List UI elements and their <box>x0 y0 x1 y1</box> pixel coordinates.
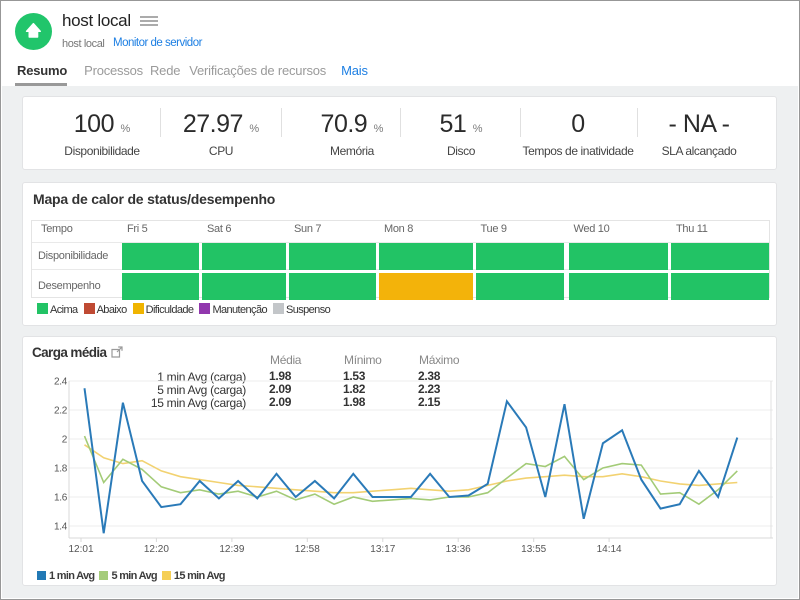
svg-text:2: 2 <box>62 435 68 446</box>
svg-text:1.4: 1.4 <box>54 522 68 533</box>
svg-text:12:01: 12:01 <box>68 544 93 555</box>
svg-text:12:20: 12:20 <box>144 544 169 555</box>
svg-text:14:14: 14:14 <box>597 544 622 555</box>
svg-text:1.8: 1.8 <box>54 464 68 475</box>
svg-text:13:36: 13:36 <box>446 544 471 555</box>
svg-text:2.2: 2.2 <box>54 406 68 417</box>
svg-text:12:58: 12:58 <box>295 544 320 555</box>
svg-text:2.4: 2.4 <box>54 377 68 388</box>
svg-text:1.6: 1.6 <box>54 493 68 504</box>
svg-text:12:39: 12:39 <box>219 544 244 555</box>
svg-text:13:17: 13:17 <box>370 544 395 555</box>
svg-text:13:55: 13:55 <box>521 544 546 555</box>
